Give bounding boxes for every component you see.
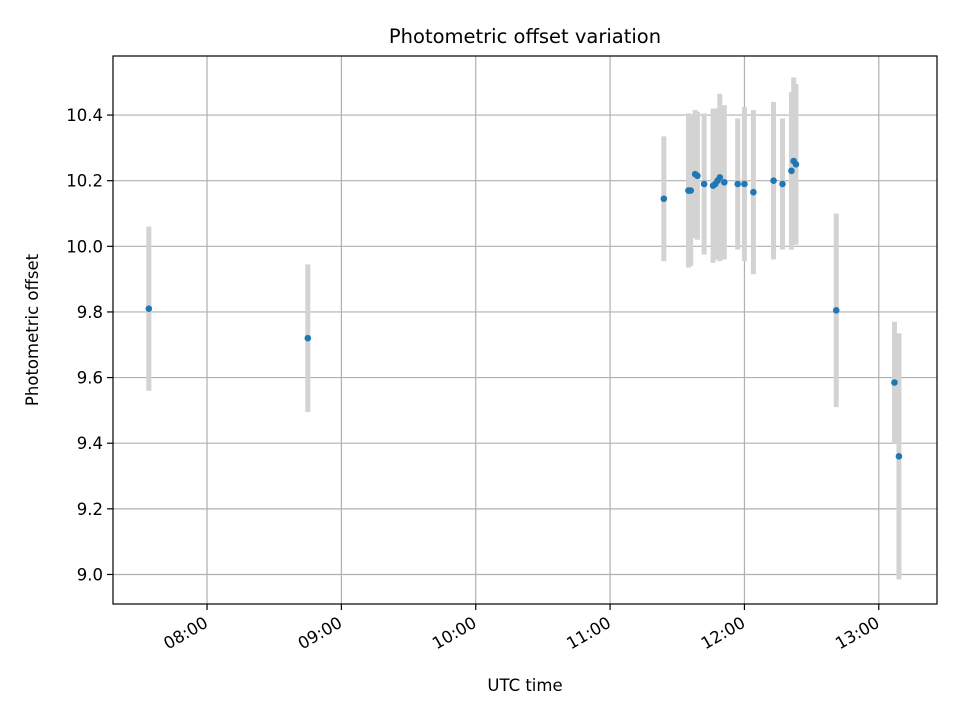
data-point xyxy=(788,167,795,175)
x-tick-label: 13:00 xyxy=(832,613,883,653)
y-tick-label: 9.8 xyxy=(77,303,103,322)
data-point xyxy=(720,179,728,186)
y-tick-label: 10.0 xyxy=(66,237,103,256)
y-tick-label: 10.4 xyxy=(66,106,103,125)
data-point xyxy=(700,180,708,188)
data-point xyxy=(694,172,701,180)
y-tick-label: 9.2 xyxy=(77,500,103,519)
error-bar-layer xyxy=(146,77,902,580)
data-point xyxy=(895,453,903,460)
data-point xyxy=(716,174,724,181)
x-tick-label: 08:00 xyxy=(160,613,211,653)
y-tick-label: 9.4 xyxy=(77,434,103,453)
data-point xyxy=(687,187,694,194)
plot-frame xyxy=(112,55,938,605)
data-point xyxy=(792,160,800,168)
data-point xyxy=(779,180,786,188)
data-point xyxy=(891,379,898,386)
grid-layer xyxy=(113,56,937,604)
y-axis-label: Photometric offset xyxy=(23,253,42,406)
x-tick-label: 10:00 xyxy=(429,613,480,653)
tick-layer: 08:00 09:00 10:00 11:00 12:00 13:00 9.0 9.2 9.4 9… xyxy=(66,106,883,653)
y-tick-label: 10.2 xyxy=(66,172,103,191)
data-point xyxy=(741,180,748,188)
data-point xyxy=(304,334,312,342)
data-point xyxy=(832,307,840,314)
x-tick-label: 12:00 xyxy=(698,613,749,653)
chart-title: Photometric offset variation xyxy=(389,25,661,48)
point-layer xyxy=(145,157,903,460)
y-tick-label: 9.0 xyxy=(77,565,103,584)
data-point xyxy=(734,180,742,188)
data-point xyxy=(750,188,757,196)
y-tick-label: 9.6 xyxy=(77,369,103,388)
data-point xyxy=(660,195,668,203)
x-tick-label: 09:00 xyxy=(295,613,346,653)
data-point xyxy=(145,305,153,312)
data-point xyxy=(770,177,777,184)
x-axis-label: UTC time xyxy=(487,676,562,695)
x-tick-label: 11:00 xyxy=(563,613,614,653)
